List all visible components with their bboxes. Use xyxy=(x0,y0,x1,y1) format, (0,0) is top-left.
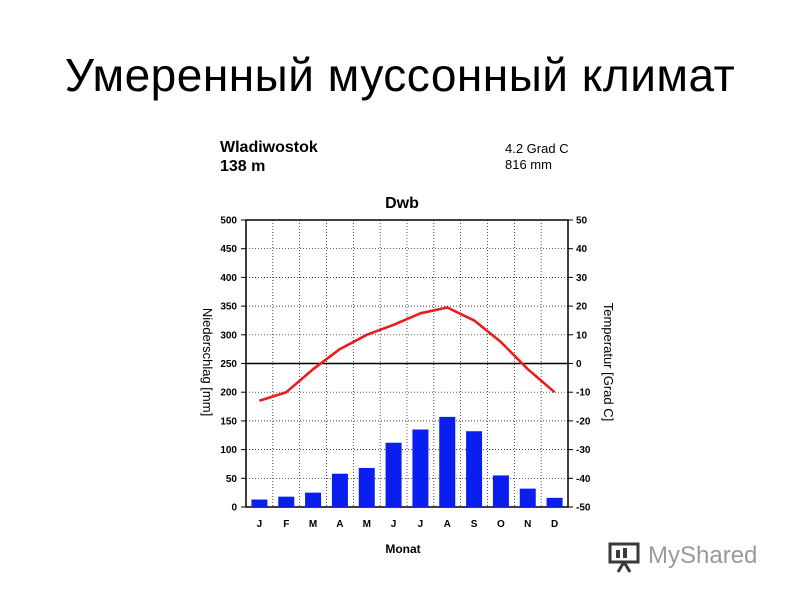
precipitation-bar xyxy=(492,475,509,507)
precipitation-bar xyxy=(385,442,402,507)
left-tick-label: 50 xyxy=(226,474,238,485)
right-tick-label: 40 xyxy=(576,244,588,255)
myshared-logo: MyShared xyxy=(604,536,774,576)
precipitation-bar xyxy=(519,488,536,507)
temperature-line xyxy=(259,306,556,403)
month-label: M xyxy=(309,519,317,530)
y-axis-label-right: Temperatur [Grad C] xyxy=(601,303,616,422)
month-label: M xyxy=(363,519,371,530)
month-label: J xyxy=(391,519,397,530)
precipitation-bar xyxy=(305,492,322,507)
precipitation-bar xyxy=(466,431,483,507)
mean-temperature: 4.2 Grad C xyxy=(505,141,569,156)
slide-title: Умеренный муссонный климат xyxy=(64,49,736,101)
annual-precipitation: 816 mm xyxy=(505,157,552,172)
left-tick-label: 200 xyxy=(220,388,237,399)
presentation-board-icon xyxy=(608,542,640,573)
left-tick-label: 250 xyxy=(220,359,237,370)
logo-text: MyShared xyxy=(648,542,758,569)
month-label: S xyxy=(471,519,478,530)
right-tick-label: -20 xyxy=(576,416,591,427)
right-tick-label: 0 xyxy=(576,359,582,370)
left-tick-label: 400 xyxy=(220,273,237,284)
left-tick-label: 350 xyxy=(220,302,237,313)
precipitation-bar xyxy=(331,473,348,507)
month-label: A xyxy=(336,519,343,530)
month-label: N xyxy=(524,519,531,530)
precipitation-bar xyxy=(358,467,375,507)
right-tick-label: -50 xyxy=(576,503,591,514)
left-tick-label: 0 xyxy=(231,503,237,514)
plot-area: 050100150200250300350400450500-50-40-30-… xyxy=(220,216,591,531)
precipitation-bar xyxy=(439,416,456,507)
month-label: J xyxy=(257,519,263,530)
right-tick-label: -40 xyxy=(576,474,591,485)
y-axis-label-left: Niederschlag [mm] xyxy=(200,308,215,416)
right-tick-label: -30 xyxy=(576,445,591,456)
left-tick-label: 300 xyxy=(220,330,237,341)
left-tick-label: 450 xyxy=(220,244,237,255)
month-label: F xyxy=(283,519,289,530)
right-tick-label: 30 xyxy=(576,273,588,284)
right-tick-label: 20 xyxy=(576,302,588,313)
x-axis-label: Monat xyxy=(385,542,420,556)
precipitation-bar xyxy=(412,429,429,507)
precipitation-bar xyxy=(546,497,563,507)
left-tick-label: 150 xyxy=(220,416,237,427)
month-label: A xyxy=(444,519,451,530)
station-elevation: 138 m xyxy=(220,158,265,175)
precipitation-bar xyxy=(251,499,268,507)
month-label: O xyxy=(497,519,505,530)
station-name: Wladiwostok xyxy=(220,139,318,156)
left-tick-label: 500 xyxy=(220,216,237,227)
right-tick-label: -10 xyxy=(576,388,591,399)
left-tick-label: 100 xyxy=(220,445,237,456)
right-tick-label: 10 xyxy=(576,330,588,341)
right-tick-label: 50 xyxy=(576,216,588,227)
month-label: D xyxy=(551,519,558,530)
precipitation-bar xyxy=(278,496,295,507)
chart-title: Dwb xyxy=(385,195,419,212)
month-label: J xyxy=(418,519,424,530)
